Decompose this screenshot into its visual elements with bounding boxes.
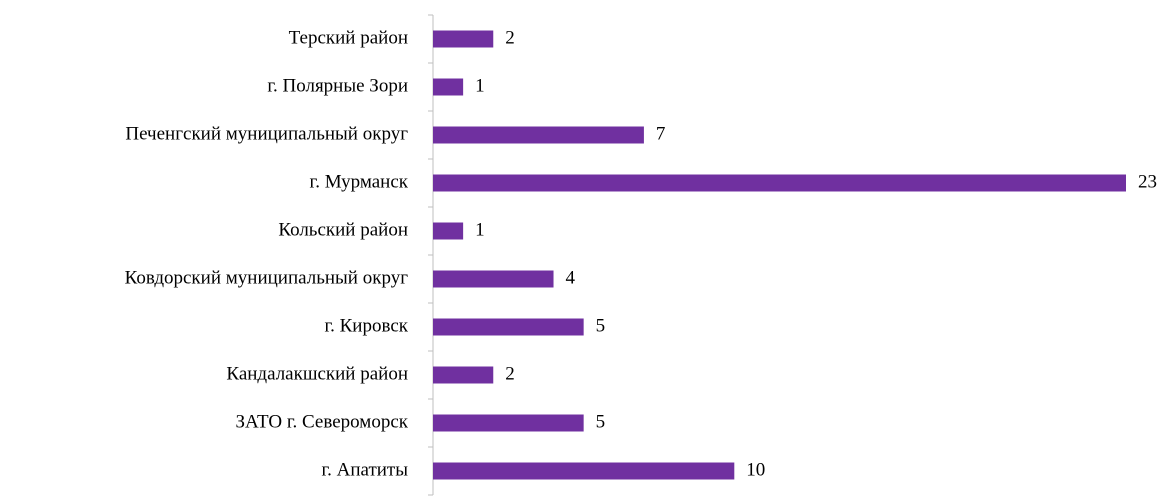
category-label: Кольский район: [278, 219, 408, 240]
value-label: 2: [505, 27, 515, 48]
bar: [433, 462, 735, 480]
value-label: 7: [656, 123, 666, 144]
value-label: 10: [746, 459, 765, 480]
category-label: Ковдорский муниципальный округ: [125, 267, 409, 288]
category-label: Печенгский муниципальный округ: [125, 123, 408, 144]
bar: [433, 30, 494, 48]
value-label: 1: [475, 75, 485, 96]
bar: [433, 366, 494, 384]
bar: [433, 414, 584, 432]
category-label: г. Кировск: [324, 315, 408, 336]
value-label: 23: [1138, 171, 1157, 192]
category-label: Кандалакшский район: [226, 363, 408, 384]
category-label: ЗАТО г. Североморск: [235, 411, 408, 432]
bar: [433, 270, 554, 288]
bar: [433, 222, 464, 240]
value-label: 5: [596, 411, 606, 432]
bar: [433, 126, 644, 144]
value-label: 5: [596, 315, 606, 336]
category-label: г. Мурманск: [310, 171, 409, 192]
bar: [433, 78, 464, 96]
bar: [433, 174, 1126, 192]
value-label: 4: [566, 267, 576, 288]
value-label: 2: [505, 363, 515, 384]
category-label: Терский район: [289, 27, 408, 48]
bar: [433, 318, 584, 336]
category-label: г. Апатиты: [321, 459, 408, 480]
category-label: г. Полярные Зори: [267, 75, 408, 96]
value-label: 1: [475, 219, 485, 240]
